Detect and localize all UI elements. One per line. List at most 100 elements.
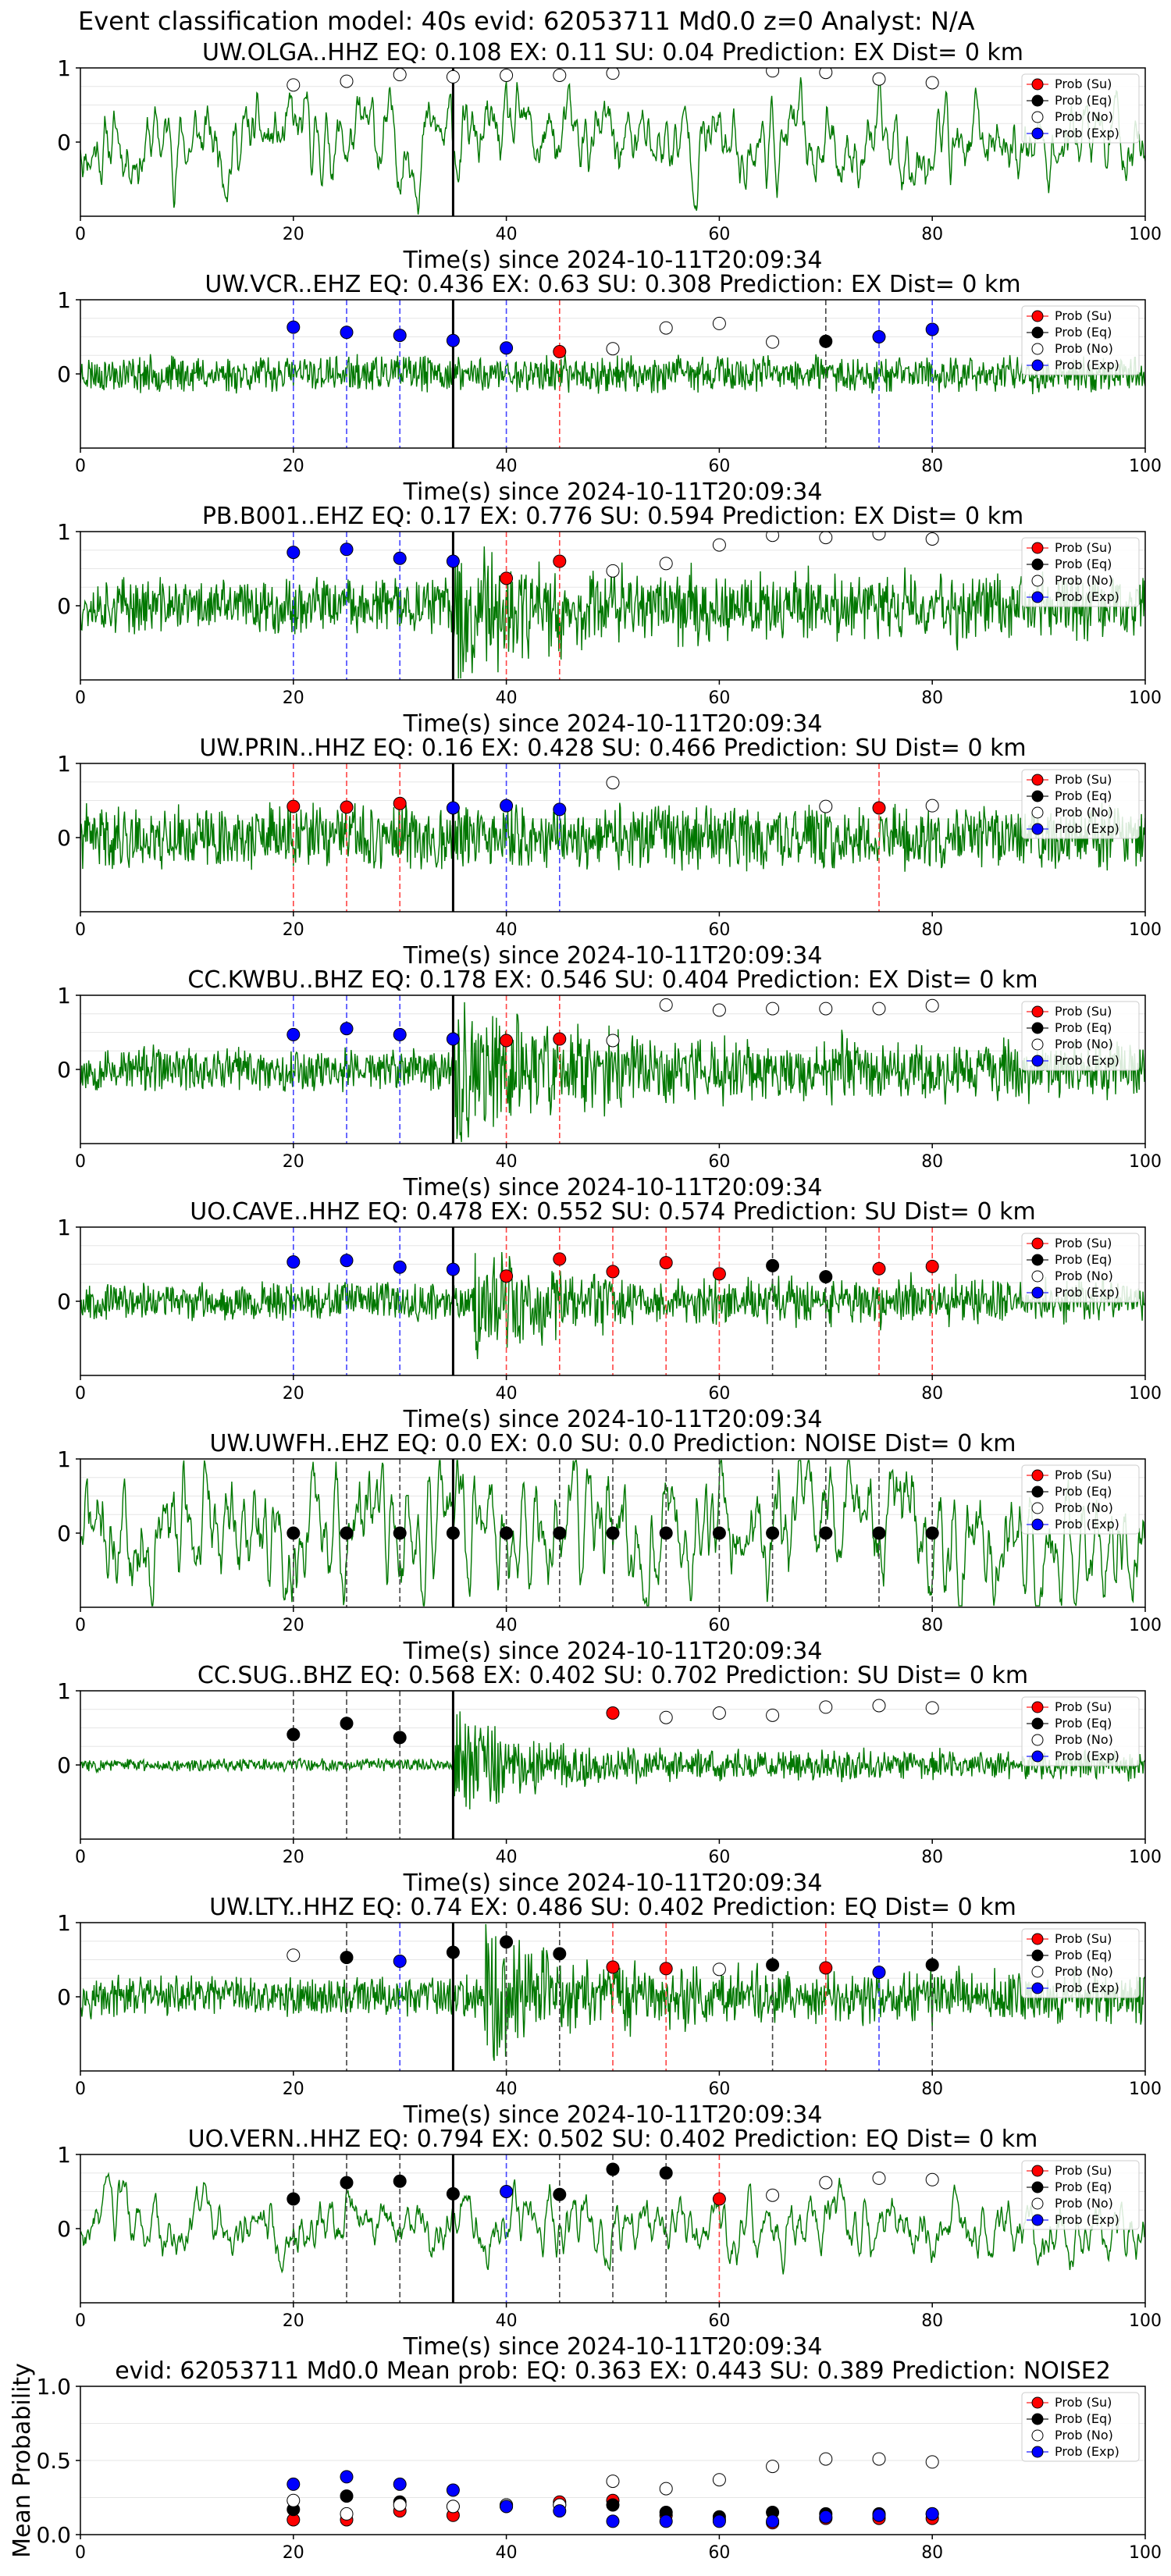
panel-UO.CAVE..HHZ: UO.CAVE..HHZ EQ: 0.478 EX: 0.552 SU: 0.5…	[57, 1198, 1162, 1433]
prob-marker-eq	[925, 1958, 939, 1972]
prob-marker-exp	[872, 330, 886, 343]
y-tick-label: 0	[57, 1752, 71, 1778]
mean-prob-point-no	[659, 2482, 673, 2496]
prob-marker-su	[500, 571, 514, 585]
y-tick-label: 0	[57, 361, 71, 387]
legend-label: Prob (Eq)	[1055, 2411, 1112, 2426]
prob-marker-exp	[340, 1254, 354, 1268]
x-tick-label: 0	[75, 1152, 86, 1172]
panel-UW.VCR..EHZ: UW.VCR..EHZ EQ: 0.436 EX: 0.63 SU: 0.308…	[57, 271, 1162, 506]
prob-marker-eq	[606, 2162, 620, 2176]
legend-label: Prob (Exp)	[1055, 126, 1119, 141]
y-tick-label: 1	[57, 1215, 71, 1240]
prob-marker-eq	[606, 1526, 620, 1540]
legend-marker-eq	[1031, 2181, 1044, 2194]
prob-marker-su	[712, 1267, 726, 1281]
prob-marker-exp	[446, 333, 460, 347]
legend-marker-no	[1031, 2197, 1044, 2210]
legend-marker-su	[1031, 2396, 1044, 2409]
legend-box	[1021, 1001, 1140, 1071]
prob-marker-eq	[819, 334, 833, 348]
panel-title: evid: 62053711 Md0.0 Mean prob: EQ: 0.36…	[115, 2357, 1111, 2385]
y-tick-label: 0	[57, 593, 71, 619]
x-tick-label: 100	[1129, 1384, 1162, 1404]
x-tick-label: 40	[496, 457, 518, 476]
legend-marker-no	[1031, 343, 1044, 355]
prob-marker-exp	[393, 1954, 407, 1968]
prob-marker-su	[606, 1706, 620, 1720]
x-tick-label: 40	[496, 1384, 518, 1404]
prob-marker-no	[872, 72, 886, 86]
x-tick-label: 80	[921, 2311, 943, 2331]
mean-prob-point-eq	[340, 2489, 354, 2503]
legend-marker-exp	[1031, 1518, 1044, 1531]
prob-marker-no	[925, 532, 939, 546]
legend-label: Prob (Exp)	[1055, 358, 1119, 372]
plot-area	[80, 1227, 1145, 1375]
mean-prob-point-exp	[287, 2477, 301, 2491]
mean-prob-point-no	[819, 2452, 833, 2466]
prob-marker-no	[606, 68, 620, 80]
x-tick-label: 100	[1129, 2080, 1162, 2099]
panel-title: UW.OLGA..HHZ EQ: 0.108 EX: 0.11 SU: 0.04…	[202, 39, 1023, 66]
prob-marker-no	[766, 1002, 780, 1016]
prob-marker-no	[872, 1699, 886, 1713]
mean-prob-point-no	[712, 2473, 726, 2487]
y-tick-label: 0.5	[36, 2448, 71, 2474]
prob-marker-exp	[553, 802, 567, 817]
prob-marker-eq	[446, 1945, 460, 1959]
x-tick-label: 40	[496, 225, 518, 244]
legend-label: Prob (No)	[1055, 1268, 1113, 1283]
prob-marker-no	[766, 68, 780, 78]
x-tick-label: 20	[283, 1152, 304, 1172]
legend-label: Prob (Exp)	[1055, 1285, 1119, 1300]
panel-PB.B001..EHZ: PB.B001..EHZ EQ: 0.17 EX: 0.776 SU: 0.59…	[57, 503, 1162, 738]
prob-marker-eq	[712, 1526, 726, 1540]
legend-marker-exp	[1031, 2214, 1044, 2226]
prob-marker-exp	[500, 799, 514, 813]
mean-prob-point-exp	[340, 2470, 354, 2484]
prob-marker-su	[553, 1032, 567, 1046]
x-tick-label: 60	[708, 2543, 730, 2563]
prob-marker-eq	[287, 1526, 301, 1540]
panel-title: UW.LTY..HHZ EQ: 0.74 EX: 0.486 SU: 0.402…	[209, 1894, 1016, 1921]
mean-prob-point-no	[340, 2507, 354, 2521]
legend-marker-exp	[1031, 2446, 1044, 2458]
prob-marker-eq	[659, 2166, 673, 2180]
x-tick-label: 60	[708, 1616, 730, 1635]
panel-title: UO.CAVE..HHZ EQ: 0.478 EX: 0.552 SU: 0.5…	[190, 1198, 1035, 1226]
prob-marker-su	[287, 799, 301, 813]
x-axis-label: Time(s) since 2024-10-11T20:09:34	[403, 710, 823, 738]
mean-prob-point-exp	[393, 2477, 407, 2491]
y-tick-label: 1	[57, 983, 71, 1009]
mean-prob-point-exp	[766, 2514, 780, 2528]
x-tick-label: 40	[496, 1152, 518, 1172]
legend-label: Prob (Su)	[1055, 540, 1112, 555]
legend-label: Prob (Su)	[1055, 2395, 1112, 2410]
legend-box	[1021, 769, 1140, 839]
prob-marker-no	[819, 1700, 833, 1714]
y-tick-label: 0	[57, 1521, 71, 1546]
legend-label: Prob (No)	[1055, 805, 1113, 820]
figure-suptitle: Event classification model: 40s evid: 62…	[78, 6, 975, 36]
x-tick-label: 20	[283, 225, 304, 244]
panel-mean: evid: 62053711 Md0.0 Mean prob: EQ: 0.36…	[9, 2357, 1162, 2563]
x-tick-label: 100	[1129, 2543, 1162, 2563]
legend-marker-exp	[1031, 1286, 1044, 1299]
legend-label: Prob (Eq)	[1055, 93, 1112, 108]
prob-marker-exp	[872, 1966, 886, 1980]
panels: UW.OLGA..HHZ EQ: 0.108 EX: 0.11 SU: 0.04…	[9, 39, 1162, 2563]
prob-marker-eq	[340, 2176, 354, 2190]
legend-marker-su	[1031, 78, 1044, 91]
x-axis-label: Time(s) since 2024-10-11T20:09:34	[403, 1174, 823, 1201]
waveform-trace	[80, 1002, 1145, 1143]
waveform-trace	[80, 546, 1145, 679]
x-tick-label: 20	[283, 1848, 304, 1867]
legend-marker-su	[1031, 1469, 1044, 1482]
prob-marker-exp	[287, 1027, 301, 1041]
x-tick-label: 60	[708, 1848, 730, 1867]
x-tick-label: 20	[283, 688, 304, 708]
prob-marker-exp	[446, 801, 460, 815]
y-tick-label: 0	[57, 1057, 71, 1083]
prob-marker-no	[446, 69, 460, 84]
